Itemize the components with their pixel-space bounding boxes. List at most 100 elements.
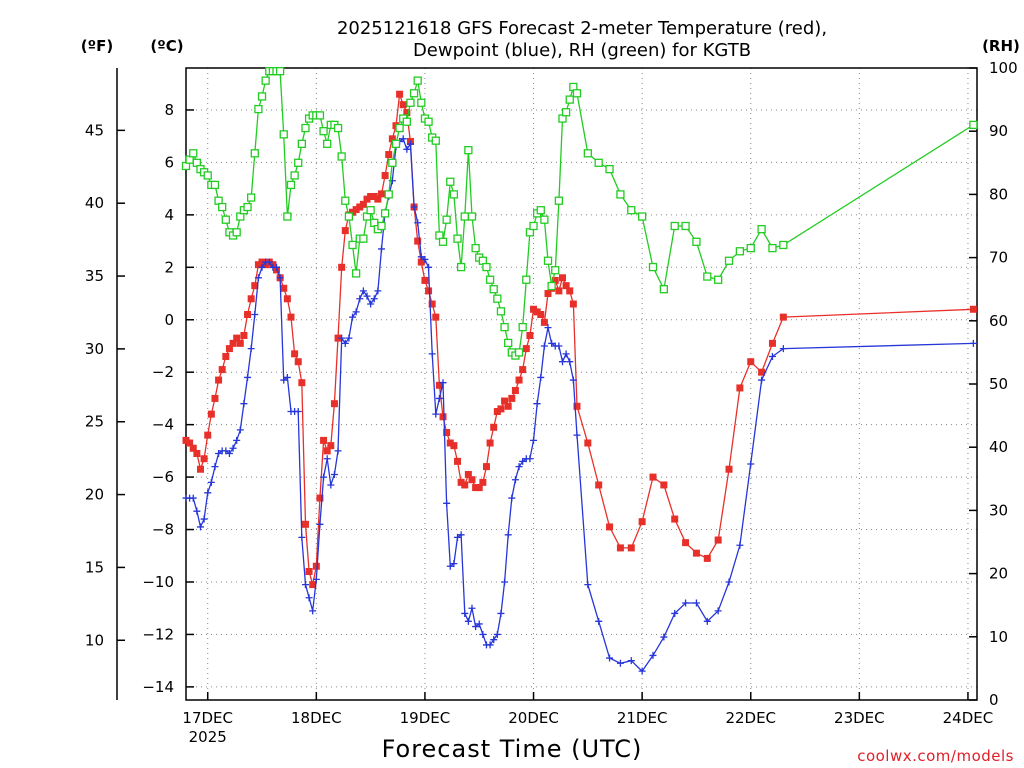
data-point-marker — [435, 394, 443, 402]
x-tick-label: 18DEC — [291, 709, 342, 727]
data-point-marker — [522, 275, 531, 284]
data-point-marker — [606, 654, 614, 662]
data-point-marker — [747, 358, 755, 366]
data-point-marker — [724, 256, 734, 265]
fahrenheit-tick-label: 40 — [85, 194, 104, 212]
data-point-marker — [374, 195, 382, 203]
data-point-marker — [225, 449, 233, 457]
data-point-marker — [457, 478, 465, 486]
data-point-marker — [515, 463, 523, 471]
data-point-marker — [746, 243, 755, 253]
data-point-marker — [460, 212, 469, 221]
data-point-marker — [475, 484, 483, 492]
data-point-marker — [479, 630, 487, 638]
data-point-marker — [450, 442, 458, 450]
rh-tick-label: 40 — [989, 438, 1008, 456]
data-point-marker — [352, 206, 360, 214]
data-point-marker — [233, 436, 241, 444]
data-point-marker — [501, 397, 509, 405]
data-point-marker — [453, 234, 462, 243]
data-point-marker — [518, 322, 527, 332]
chart-title-line1: 2025121618 GFS Forecast 2-meter Temperat… — [337, 18, 827, 39]
data-point-marker — [544, 290, 552, 298]
data-point-marker — [595, 481, 603, 489]
data-point-marker — [417, 258, 425, 266]
data-point-marker — [566, 287, 574, 295]
data-point-marker — [467, 212, 477, 221]
data-point-marker — [464, 617, 472, 625]
celsius-tick-label: −14 — [142, 678, 174, 696]
data-point-marker — [464, 146, 473, 155]
data-point-marker — [969, 305, 977, 313]
data-point-marker — [327, 481, 335, 489]
data-point-marker — [323, 447, 331, 455]
series-dewpoint — [182, 135, 977, 675]
data-point-marker — [301, 123, 310, 133]
data-point-marker — [330, 400, 338, 408]
data-point-marker — [736, 384, 744, 392]
data-point-marker — [627, 657, 635, 665]
data-point-marker — [573, 402, 581, 410]
data-point-marker — [616, 544, 624, 552]
data-point-marker — [714, 536, 722, 544]
rh-tick-label: 100 — [989, 59, 1018, 77]
celsius-tick-label: 6 — [164, 153, 174, 171]
data-point-marker — [648, 262, 658, 272]
data-point-marker — [218, 202, 227, 212]
data-point-marker — [316, 494, 324, 502]
data-point-marker — [287, 313, 295, 321]
chart-title-line2: Dewpoint (blue), RH (green) for KGTB — [413, 40, 751, 61]
data-point-marker — [606, 523, 614, 531]
data-point-marker — [215, 449, 223, 457]
data-point-marker — [301, 520, 309, 528]
data-point-marker — [221, 215, 230, 224]
data-point-marker — [333, 123, 343, 133]
data-point-marker — [461, 609, 469, 617]
rh-tick-label: 60 — [989, 312, 1008, 330]
data-point-marker — [315, 111, 325, 120]
data-point-marker — [703, 617, 711, 625]
data-point-marker — [637, 212, 647, 221]
data-point-marker — [768, 339, 776, 347]
data-point-marker — [537, 311, 545, 319]
data-point-marker — [442, 215, 451, 224]
data-point-marker — [555, 287, 563, 295]
data-point-marker — [377, 190, 385, 198]
grid-lines — [186, 68, 977, 700]
data-point-marker — [735, 247, 745, 256]
data-point-marker — [391, 139, 401, 148]
data-point-marker — [211, 463, 219, 471]
data-point-marker — [367, 192, 375, 200]
data-point-marker — [670, 221, 679, 231]
data-point-marker — [298, 533, 306, 541]
data-point-marker — [736, 541, 744, 549]
data-point-marker — [454, 457, 462, 465]
data-point-marker — [258, 258, 266, 266]
data-point-marker — [381, 172, 389, 180]
fahrenheit-tick-label: 10 — [85, 631, 104, 649]
data-point-marker — [660, 481, 668, 489]
data-point-marker — [660, 633, 668, 641]
data-point-marker — [562, 282, 570, 290]
rh-tick-label: 20 — [989, 565, 1008, 583]
data-point-marker — [468, 476, 476, 484]
data-point-marker — [446, 439, 454, 447]
data-point-marker — [649, 473, 657, 481]
data-point-marker — [370, 295, 378, 303]
data-point-marker — [595, 617, 603, 625]
fahrenheit-tick-label: 15 — [85, 558, 104, 576]
data-point-marker — [529, 221, 538, 231]
data-point-marker — [247, 345, 255, 353]
data-point-marker — [251, 282, 259, 290]
celsius-axis-label: (ºC) — [150, 37, 183, 55]
data-point-marker — [356, 203, 364, 211]
data-point-marker — [432, 313, 440, 321]
data-point-marker — [464, 470, 472, 478]
data-point-marker — [186, 439, 194, 447]
data-point-marker — [388, 135, 396, 143]
data-point-marker — [638, 518, 646, 526]
data-point-marker — [457, 531, 465, 539]
data-point-marker — [530, 436, 538, 444]
data-point-marker — [747, 460, 755, 468]
